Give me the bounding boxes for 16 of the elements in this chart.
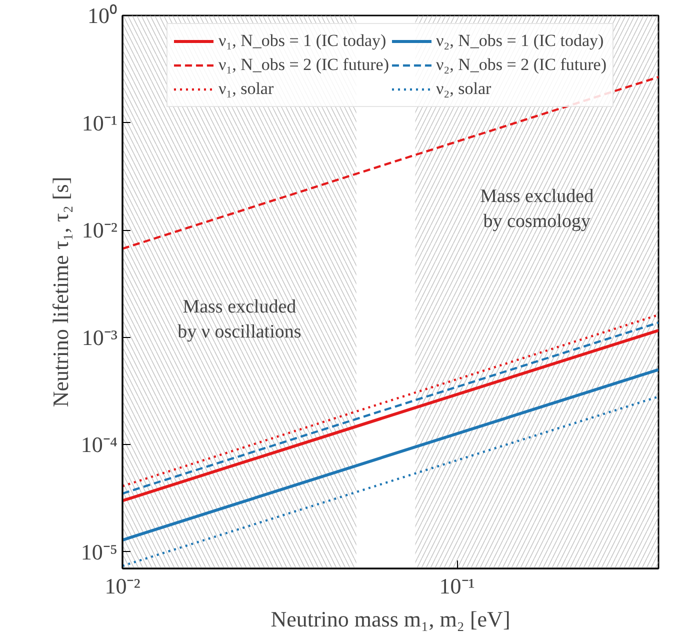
band-label: Mass excluded by cosmology (480, 186, 594, 232)
y-tick-label: 10⁻⁵ (80, 539, 118, 564)
y-tick-label: 10⁻¹ (82, 110, 118, 136)
y-tick-label: 10⁻⁴ (80, 432, 118, 458)
band-label: Mass excluded by ν oscillations (178, 296, 302, 343)
x-axis-title: Neutrino mass m₁, m₂ [eV] (270, 606, 510, 632)
legend-label: ν₂, N_obs = 1 (IC today) (436, 30, 604, 52)
y-tick-label: 10⁻² (82, 218, 118, 243)
y-tick-label: 10⁻³ (82, 324, 118, 350)
legend-label: ν₁, N_obs = 1 (IC today) (218, 30, 386, 52)
legend-label: ν₂, N_obs = 2 (IC future) (436, 54, 607, 76)
legend-label: ν₁, N_obs = 2 (IC future) (218, 54, 389, 76)
y-axis-title: Neutrino lifetime τ₁, τ₂ [s] (48, 176, 73, 408)
legend-label: ν₁, solar (218, 78, 274, 100)
legend-label: ν₂, solar (436, 78, 492, 100)
y-tick-label: 10⁰ (88, 3, 118, 28)
